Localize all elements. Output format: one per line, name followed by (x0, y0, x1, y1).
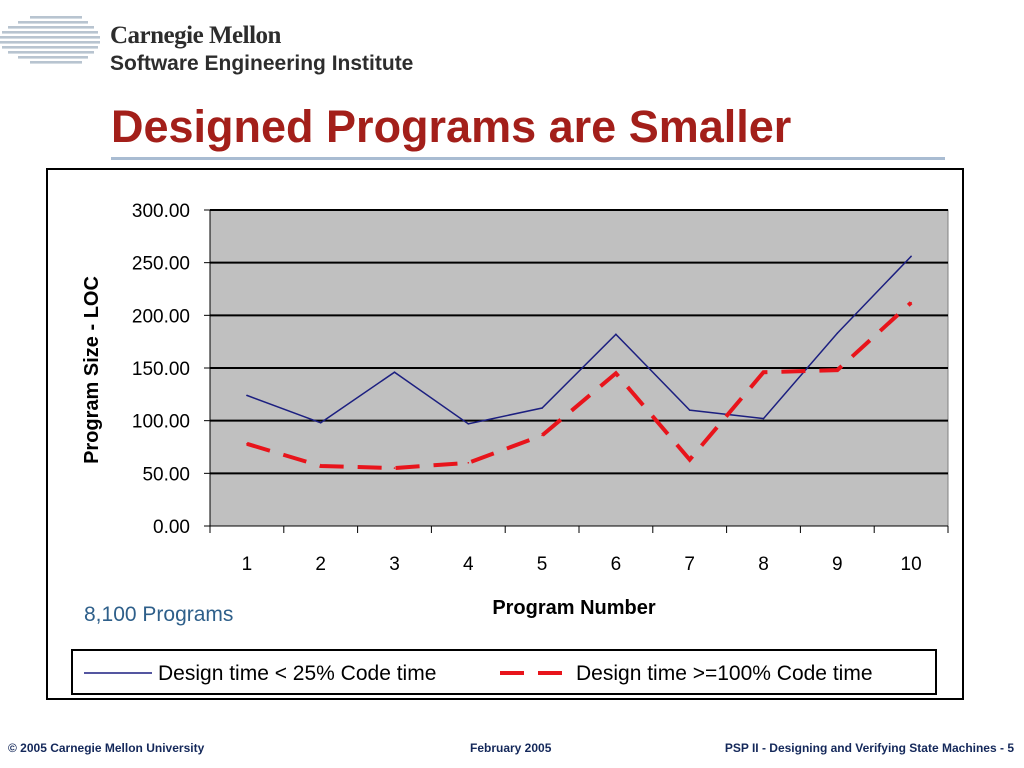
x-tick-label: 7 (684, 554, 695, 575)
x-tick-label: 3 (389, 554, 400, 575)
y-tick-label: 250.00 (132, 254, 190, 275)
data-point (246, 394, 248, 397)
x-tick-label: 5 (537, 554, 548, 575)
title-divider (111, 157, 945, 160)
series-line (246, 255, 912, 425)
x-tick-label: 6 (611, 554, 622, 575)
data-point (688, 458, 691, 461)
data-point (910, 301, 912, 304)
data-point (467, 462, 470, 464)
org-unit: Software Engineering Institute (110, 52, 414, 75)
data-point (762, 371, 765, 374)
data-point (615, 372, 617, 375)
footer-course: PSP II - Designing and Verifying State M… (724, 741, 1014, 755)
data-point (246, 443, 248, 445)
y-tick-label: 200.00 (132, 306, 190, 327)
legend-label-series-2: Design time >=100% Code time (576, 662, 873, 685)
sei-logo-icon (0, 16, 100, 64)
footer-date: February 2005 (470, 741, 552, 755)
x-tick-label: 8 (758, 554, 769, 575)
data-point (319, 465, 322, 467)
y-tick-label: 300.00 (132, 201, 190, 222)
data-point (541, 434, 543, 437)
x-tick-label: 1 (242, 554, 253, 575)
x-tick-label: 4 (463, 554, 474, 575)
series-line (246, 301, 913, 471)
y-tick-label: 50.00 (142, 464, 190, 485)
slide-title: Designed Programs are Smaller (111, 101, 792, 152)
data-point (836, 332, 839, 335)
footer-copyright: © 2005 Carnegie Mellon University (8, 741, 205, 755)
data-point (319, 421, 322, 424)
x-tick-label: 10 (901, 554, 922, 575)
data-point (393, 467, 396, 469)
y-axis-title: Program Size - LOC (81, 276, 103, 464)
x-axis-title: Program Number (492, 597, 656, 619)
y-tick-label: 100.00 (132, 412, 190, 433)
chart-frame: 0.00 50.00 100.00 150.00 200.00 250.00 300.00 1… (46, 168, 964, 700)
line-chart: 0.00 50.00 100.00 150.00 200.00 250.00 300.00 1… (71, 201, 949, 695)
program-count-note: 8,100 Programs (84, 603, 234, 626)
series-2 (246, 301, 913, 471)
data-point (541, 407, 543, 409)
data-point (910, 255, 912, 258)
y-tick-label: 0.00 (153, 517, 190, 538)
org-name: Carnegie Mellon (110, 22, 281, 49)
data-point (762, 417, 765, 420)
data-point (393, 371, 396, 374)
data-point (467, 423, 470, 425)
series-1 (246, 255, 912, 425)
x-tick-label: 2 (315, 554, 326, 575)
data-point (688, 409, 691, 411)
legend: Design time < 25% Code time Design time >… (71, 649, 937, 695)
x-tick-label: 9 (832, 554, 843, 575)
data-point (836, 369, 839, 371)
y-tick-label: 150.00 (132, 359, 190, 380)
data-point (615, 333, 617, 336)
legend-label-series-1: Design time < 25% Code time (158, 662, 436, 685)
